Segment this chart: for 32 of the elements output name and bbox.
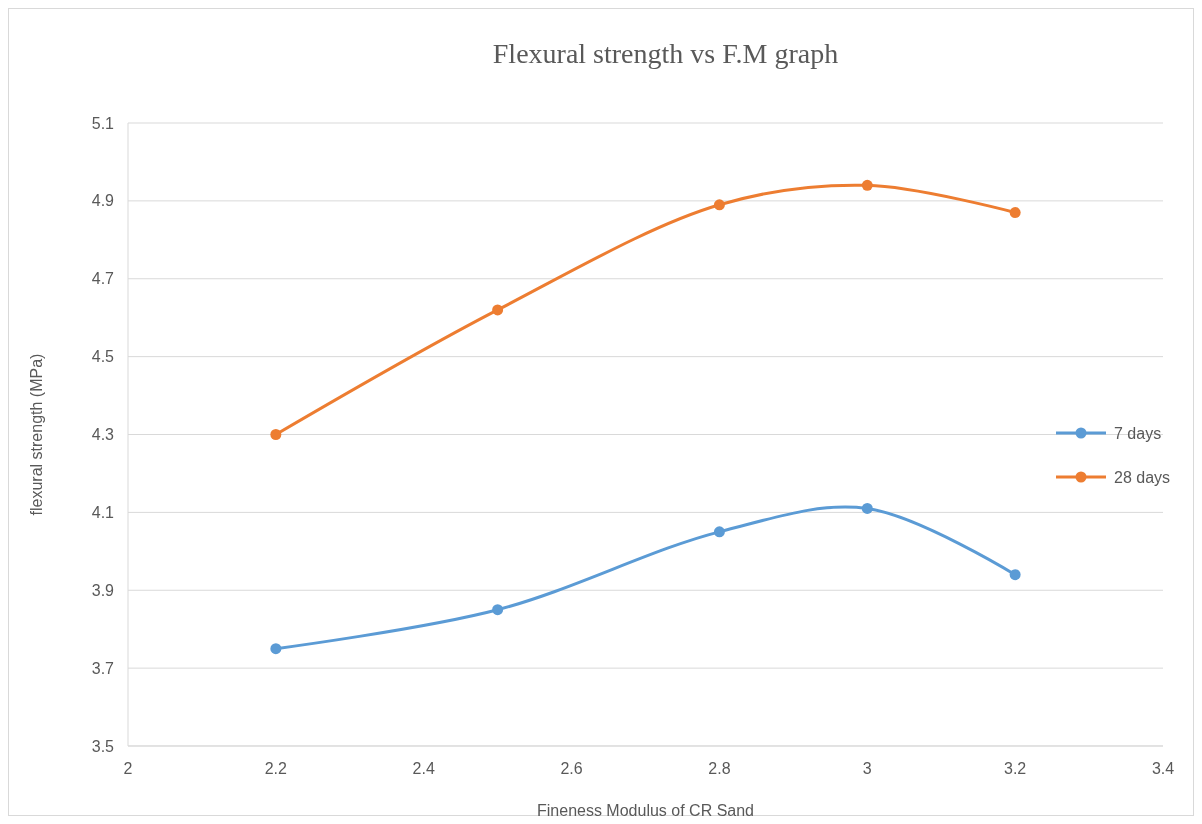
point — [492, 304, 504, 316]
point — [270, 429, 282, 440]
y-tick-label: 3.5 — [91, 737, 115, 755]
chart-title: Flexural strength vs F.M graph — [492, 38, 839, 69]
y-tick-label: 4.3 — [91, 426, 115, 444]
y-tick-label: 4.5 — [91, 348, 115, 366]
x-tick-label: 2.6 — [560, 760, 583, 777]
y-tick-label: 4.7 — [91, 270, 115, 288]
x-tick-label: 3.2 — [1004, 760, 1027, 777]
y-tick-label: 3.7 — [91, 659, 115, 677]
legend-label: 28 days — [1114, 468, 1171, 486]
x-tick-label: 2 — [123, 760, 133, 777]
point — [1009, 569, 1021, 581]
x-tick-label: 2.8 — [708, 760, 731, 777]
point — [1009, 207, 1021, 219]
point — [861, 502, 873, 514]
y-tick-label: 5.1 — [91, 114, 115, 132]
x-tick-label: 3.4 — [1151, 760, 1175, 777]
legend-label: 7 days — [1114, 424, 1162, 442]
point — [270, 643, 282, 655]
y-tick-label: 4.1 — [91, 503, 115, 521]
point — [861, 179, 873, 191]
point — [713, 199, 725, 211]
y-tick-label: 4.9 — [91, 192, 115, 210]
x-tick-label: 2.2 — [264, 760, 288, 777]
y-axis-title: flexural strength (MPa) — [28, 353, 45, 516]
y-tick-label: 3.9 — [91, 581, 115, 599]
x-axis-title: Fineness Modulus of CR Sand — [537, 802, 754, 819]
x-tick-label: 2.4 — [412, 760, 435, 777]
point — [492, 604, 504, 616]
point — [713, 526, 725, 538]
x-tick-label: 3 — [862, 760, 872, 777]
